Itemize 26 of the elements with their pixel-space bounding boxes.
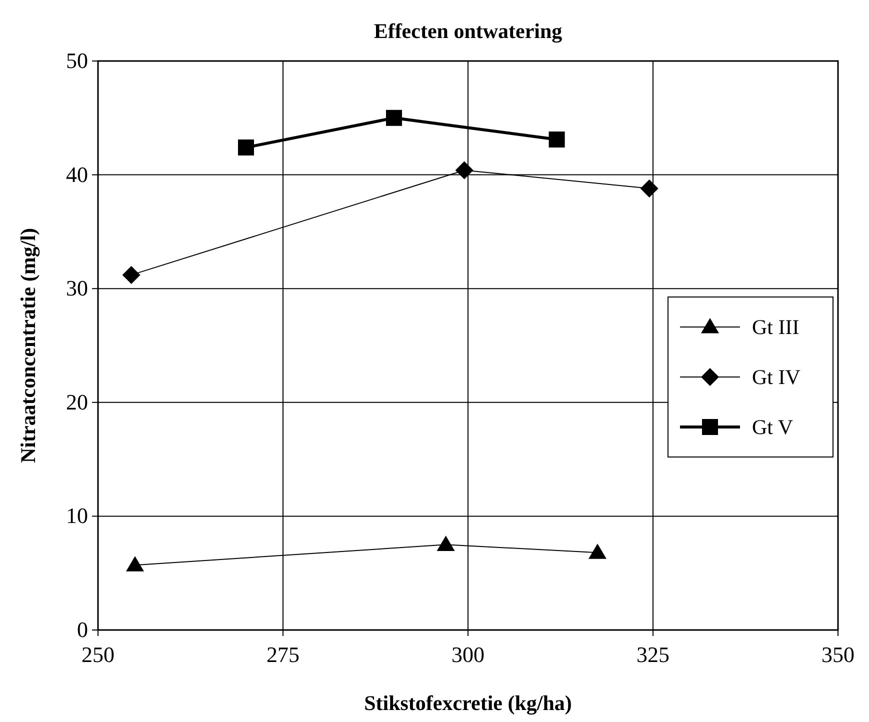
point: [436, 536, 455, 551]
point: [386, 110, 402, 126]
point: [122, 266, 140, 284]
point: [455, 161, 474, 180]
point: [640, 179, 658, 198]
x-tick-label: 250: [82, 642, 114, 667]
point: [548, 132, 565, 148]
y-tick-label: 40: [66, 162, 88, 187]
x-axis-title: Stikstofexcretie (kg/ha): [364, 691, 572, 715]
x-tick-label: 325: [636, 642, 670, 667]
point: [238, 139, 254, 156]
legend-label: Gt V: [752, 415, 794, 439]
y-tick-label: 0: [77, 617, 88, 642]
legend-label: Gt IV: [752, 365, 800, 389]
y-tick-label: 20: [66, 389, 88, 414]
y-axis-title: Nitraatconcentratie (mg/l): [16, 228, 40, 463]
y-tick-label: 10: [66, 503, 88, 528]
y-tick-label: 50: [66, 48, 88, 73]
chart-title: Effecten ontwatering: [374, 19, 563, 43]
y-tick-label: 30: [66, 276, 88, 301]
x-tick-label: 350: [822, 642, 854, 667]
legend-label: Gt III: [752, 315, 800, 339]
point: [588, 544, 606, 559]
x-tick-label: 300: [452, 642, 484, 667]
point: [126, 556, 144, 572]
x-tick-label: 275: [266, 642, 300, 667]
